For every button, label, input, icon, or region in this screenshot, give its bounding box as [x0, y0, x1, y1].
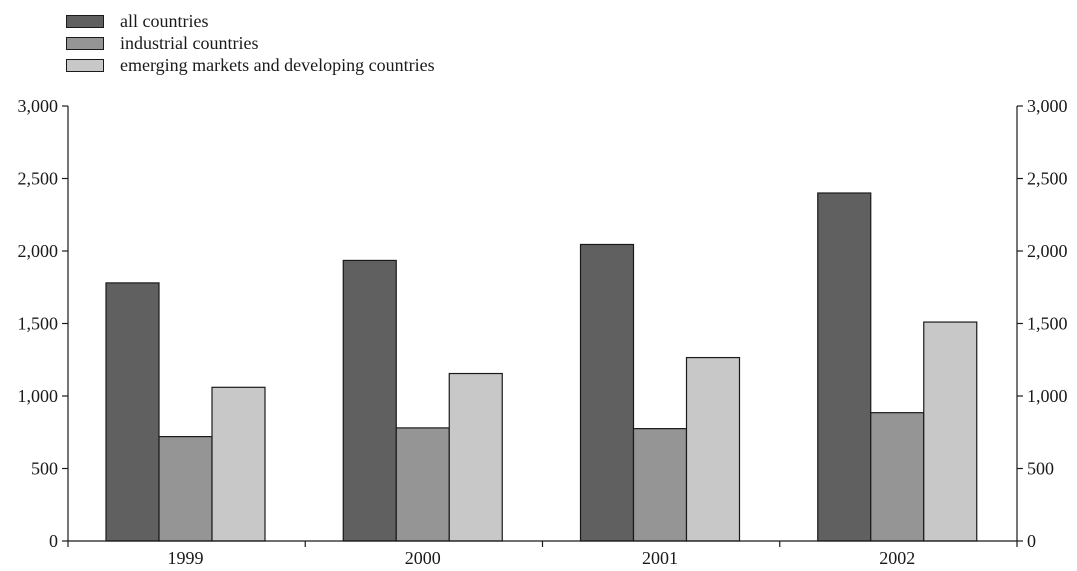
y-tick-label-left: 500	[31, 459, 58, 479]
bar-all-countries-2002	[817, 192, 872, 542]
y-tick-label-right: 1,500	[1027, 314, 1068, 334]
x-tick-label-2000: 2000	[405, 548, 441, 568]
bar-industrial-countries-2002	[870, 412, 925, 542]
y-tick-label-left: 2,000	[18, 241, 59, 261]
legend-swatch-industrial-countries	[66, 36, 104, 50]
legend-swatch-all-countries	[66, 14, 104, 28]
bar-emerging-markets-and-developing-countries-1999	[211, 386, 266, 542]
y-tick-label-right: 3,000	[1027, 96, 1068, 116]
legend-swatch-emerging-markets	[66, 58, 104, 72]
x-tick-label-2001: 2001	[642, 548, 678, 568]
bar-all-countries-2001	[579, 243, 635, 542]
x-tick-label-1999: 1999	[168, 548, 204, 568]
y-tick-label-left: 2,500	[18, 169, 59, 189]
bar-emerging-markets-and-developing-countries-2000	[448, 372, 503, 542]
bar-industrial-countries-2001	[632, 428, 688, 542]
y-tick-label-left: 3,000	[18, 96, 59, 116]
y-tick-label-left: 0	[49, 531, 58, 551]
y-tick-label-left: 1,000	[18, 386, 59, 406]
bar-industrial-countries-2000	[395, 427, 450, 542]
legend-item-all-countries: all countries	[66, 10, 435, 32]
bar-all-countries-2000	[342, 259, 397, 542]
y-tick-label-right: 0	[1027, 531, 1036, 551]
bar-industrial-countries-1999	[158, 436, 213, 542]
legend-label-all-countries: all countries	[120, 11, 209, 31]
y-tick-label-left: 1,500	[18, 314, 59, 334]
legend-label-industrial-countries: industrial countries	[120, 33, 259, 53]
bar-all-countries-1999	[105, 282, 160, 542]
legend-label-emerging-markets: emerging markets and developing countrie…	[120, 55, 435, 75]
x-tick-label-2002: 2002	[879, 548, 915, 568]
legend-item-emerging-markets: emerging markets and developing countrie…	[66, 54, 435, 76]
bar-emerging-markets-and-developing-countries-2001	[685, 356, 741, 542]
chart-legend: all countries industrial countries emerg…	[66, 10, 435, 76]
y-tick-label-right: 2,500	[1027, 169, 1068, 189]
y-tick-label-right: 500	[1027, 459, 1054, 479]
y-tick-label-right: 2,000	[1027, 241, 1068, 261]
bar-emerging-markets-and-developing-countries-2002	[923, 321, 978, 542]
y-tick-label-right: 1,000	[1027, 386, 1068, 406]
legend-item-industrial-countries: industrial countries	[66, 32, 435, 54]
